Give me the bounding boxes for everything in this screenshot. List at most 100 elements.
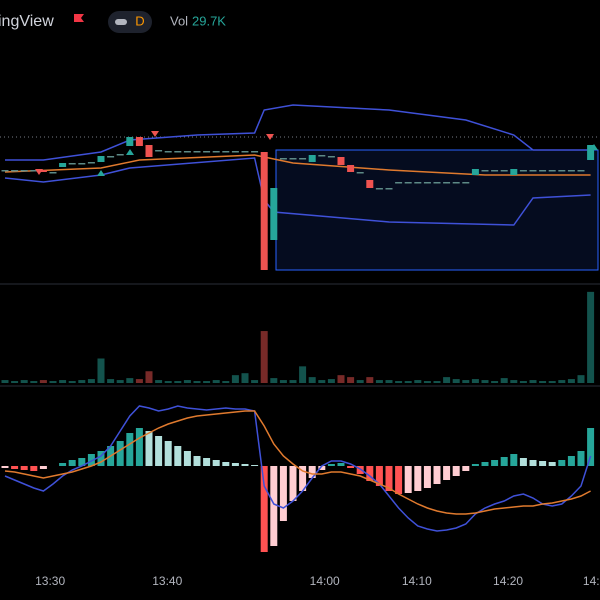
x-tick-label: 14:20 xyxy=(493,574,523,588)
volume-bar xyxy=(519,381,527,383)
histogram-bar xyxy=(318,466,326,470)
histogram-bar xyxy=(375,466,383,486)
volume-bar xyxy=(414,380,422,383)
signals xyxy=(35,131,598,176)
volume-bar xyxy=(587,291,595,383)
sell-signal xyxy=(35,169,43,175)
histogram-bar xyxy=(587,428,595,466)
histogram-bar xyxy=(337,463,345,466)
volume-bar xyxy=(375,380,383,383)
candle-body xyxy=(395,182,403,184)
histogram-bar xyxy=(11,466,19,469)
volume-bar xyxy=(308,377,316,383)
candle-body xyxy=(11,170,19,172)
x-tick-label: 13:40 xyxy=(152,574,182,588)
histogram-bar xyxy=(68,460,76,466)
volume-bar xyxy=(500,378,508,383)
histogram-bar xyxy=(260,466,268,552)
volume-bar xyxy=(337,375,345,383)
volume-bar xyxy=(107,379,115,383)
histogram-bar xyxy=(385,466,393,491)
candle-body xyxy=(481,170,489,172)
volume-bar xyxy=(11,381,19,383)
volume-bar xyxy=(539,381,547,383)
indicator-line xyxy=(4,410,591,515)
candle-body xyxy=(567,170,575,172)
candle-body xyxy=(212,151,220,153)
histogram-bar xyxy=(529,460,537,466)
histogram-bar xyxy=(443,466,451,480)
candle-body xyxy=(260,152,268,270)
histogram-bar xyxy=(327,464,335,466)
histogram-bar xyxy=(548,462,556,466)
histogram-bar xyxy=(145,431,153,466)
x-tick-label: 14: xyxy=(583,574,600,588)
histogram-bar xyxy=(299,466,307,491)
candle-body xyxy=(270,188,278,240)
toggle-icon xyxy=(115,19,127,25)
histogram-bar xyxy=(59,463,67,466)
histogram-bar xyxy=(241,464,249,466)
candle-body xyxy=(174,151,182,153)
buy-signal xyxy=(590,144,598,150)
histogram-bar xyxy=(116,441,124,466)
histogram-bar xyxy=(452,466,460,476)
volume-bar xyxy=(39,380,47,383)
histogram-bar xyxy=(212,460,220,466)
histogram-bar xyxy=(347,466,355,468)
histogram-bar xyxy=(519,458,527,466)
volume-bar xyxy=(356,380,364,383)
x-tick-label: 13:30 xyxy=(35,574,65,588)
volume-bar xyxy=(155,380,163,383)
candle-body xyxy=(49,172,57,174)
histogram-bar xyxy=(279,466,287,521)
indicator-line xyxy=(5,104,591,161)
volume-value: 29.7K xyxy=(192,13,226,28)
histogram-bar xyxy=(126,433,134,466)
histogram-bar xyxy=(577,451,585,466)
candle-body xyxy=(126,137,134,146)
range-box[interactable] xyxy=(275,149,599,271)
volume-bar xyxy=(567,379,575,383)
candle-body xyxy=(222,151,230,153)
volume-bar xyxy=(1,380,9,383)
volume-bar xyxy=(327,379,335,383)
candle-body xyxy=(59,163,67,167)
candle-body xyxy=(443,182,451,184)
volume-bar xyxy=(289,380,297,383)
volume-bar xyxy=(452,379,460,383)
volume-bar xyxy=(251,380,259,383)
histogram-bar xyxy=(1,466,9,468)
candle-body xyxy=(116,154,124,156)
candle-body xyxy=(20,170,28,172)
title: ingView xyxy=(0,13,54,30)
candle-body xyxy=(337,157,345,165)
histogram-bar xyxy=(404,466,412,493)
volume-bar xyxy=(231,375,239,383)
x-tick-label: 14:00 xyxy=(310,574,340,588)
volume-bar xyxy=(68,381,76,383)
x-tick-label: 14:10 xyxy=(402,574,432,588)
candle-body xyxy=(289,158,297,160)
volume-bar xyxy=(510,380,518,383)
candle-body xyxy=(193,151,201,153)
histogram-bar xyxy=(539,461,547,466)
volume-bar xyxy=(97,358,105,383)
histogram-bar xyxy=(135,428,143,466)
candle-body xyxy=(231,151,239,153)
candle-body xyxy=(241,151,249,153)
candle-body xyxy=(452,182,460,184)
volume-bar xyxy=(222,381,230,383)
indicator-line xyxy=(4,154,591,176)
volume-bar xyxy=(481,380,489,383)
candle-body xyxy=(539,170,547,172)
flag-icon[interactable] xyxy=(74,14,84,22)
histogram-bar xyxy=(567,456,575,466)
interval-pill[interactable] xyxy=(108,11,152,33)
volume-bar xyxy=(279,380,287,383)
candle-body xyxy=(414,182,422,184)
histogram-bar xyxy=(500,457,508,466)
histogram-bar xyxy=(558,460,566,466)
volume-bar xyxy=(347,377,355,383)
volume-bar xyxy=(577,375,585,383)
